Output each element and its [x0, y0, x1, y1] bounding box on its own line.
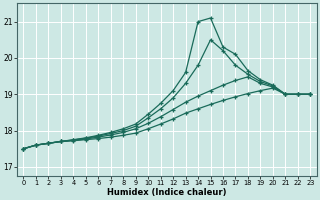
X-axis label: Humidex (Indice chaleur): Humidex (Indice chaleur) [107, 188, 227, 197]
